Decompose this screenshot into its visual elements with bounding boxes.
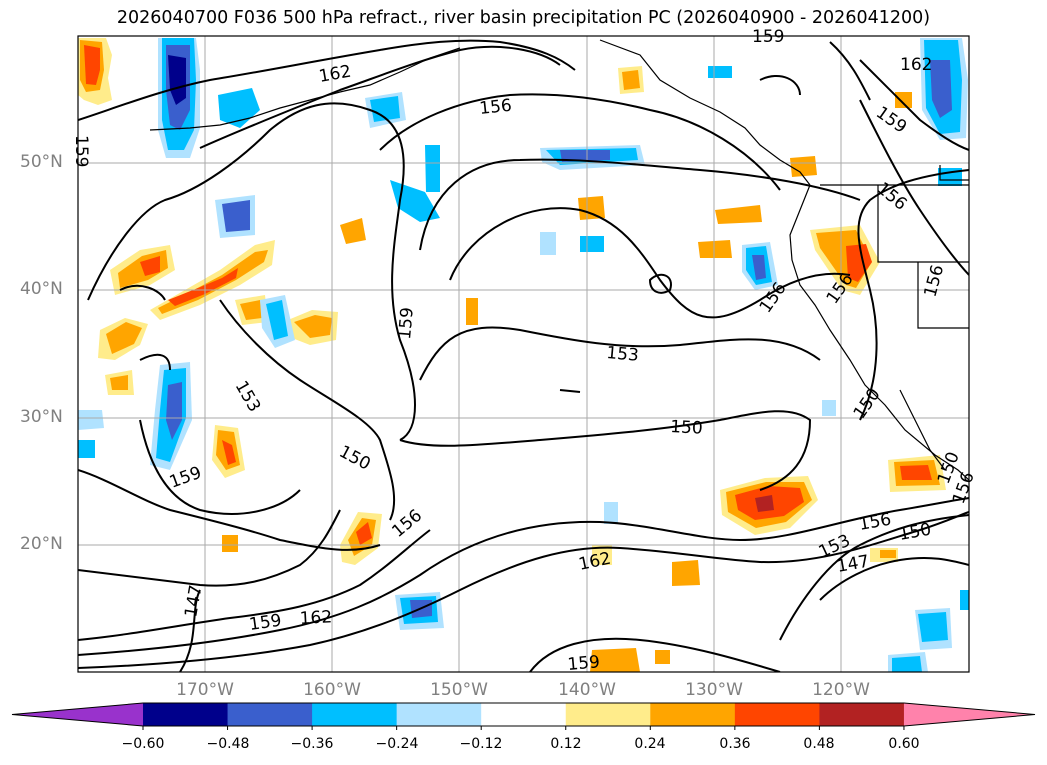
- map-title: 2026040700 F036 500 hPa refract., river …: [116, 8, 931, 28]
- lon-label: 160°W: [303, 680, 361, 700]
- contour-label: 153: [606, 343, 640, 366]
- lon-label: 150°W: [430, 680, 488, 700]
- colorbar-bin: [396, 703, 482, 726]
- colorbar-tick-label: −0.48: [206, 736, 250, 752]
- contour-label: 162: [317, 62, 352, 87]
- map-frame: [77, 35, 970, 673]
- colorbar: [11, 702, 1036, 730]
- colorbar-extend-high: [903, 703, 1035, 726]
- colorbar-tick-label: −0.60: [121, 736, 165, 752]
- colorbar-bin: [734, 703, 820, 726]
- contour-label: 162: [577, 549, 613, 575]
- contour-label: 159: [167, 463, 204, 493]
- contour-label: 150: [850, 385, 885, 423]
- colorbar-bin: [481, 703, 567, 726]
- contour-label: 150: [336, 442, 374, 475]
- colorbar-extend-low: [12, 703, 143, 726]
- height-contours: [78, 39, 969, 672]
- lon-label: 120°W: [812, 680, 870, 700]
- lat-label: 20°N: [20, 534, 63, 554]
- colorbar-tick-label: 0.12: [550, 736, 582, 752]
- contour-labels: 162 156 159 159 162 159 156 156 156 156 …: [71, 27, 979, 675]
- contour-label: 159: [567, 652, 601, 675]
- precip-positive-areas: [78, 38, 946, 672]
- contour-label: 150: [670, 417, 703, 439]
- coastlines: [149, 39, 969, 481]
- colorbar-bin: [227, 703, 313, 726]
- colorbar-tick-label: −0.12: [459, 736, 503, 752]
- colorbar-tick-label: 0.48: [803, 736, 835, 752]
- lon-label: 170°W: [176, 680, 234, 700]
- colorbar-tick-label: 0.24: [634, 736, 666, 752]
- contour-label: 159: [395, 306, 418, 340]
- colorbar-bin: [650, 703, 736, 726]
- contour-label: 153: [231, 378, 265, 416]
- contour-label: 162: [299, 607, 332, 629]
- colorbar-tick-label: −0.36: [290, 736, 334, 752]
- contour-label: 156: [478, 96, 512, 119]
- colorbar-tick-label: −0.24: [375, 736, 419, 752]
- contour-label: 159: [248, 611, 283, 635]
- contour-label: 156: [857, 510, 892, 535]
- lat-label: 30°N: [20, 407, 63, 427]
- contour-label: 147: [181, 583, 206, 618]
- contour-label: 162: [900, 55, 932, 75]
- contour-label: 159: [752, 27, 784, 47]
- colorbar-bin: [312, 703, 398, 726]
- contour-label: 159: [71, 135, 91, 167]
- lat-label: 40°N: [20, 279, 63, 299]
- colorbar-bin: [565, 703, 651, 726]
- colorbar-tick-label: 0.36: [719, 736, 751, 752]
- colorbar-tick-label: 0.60: [888, 736, 920, 752]
- graticule: [78, 36, 969, 672]
- colorbar-bin: [819, 703, 905, 726]
- contour-label: 150: [897, 520, 932, 545]
- precip-negative-areas: [78, 38, 969, 672]
- lat-label: 50°N: [20, 152, 63, 172]
- lon-label: 130°W: [685, 680, 743, 700]
- colorbar-bin: [143, 703, 229, 726]
- lon-label: 140°W: [558, 680, 616, 700]
- contour-label: 156: [921, 263, 949, 300]
- contour-label: 147: [835, 552, 870, 577]
